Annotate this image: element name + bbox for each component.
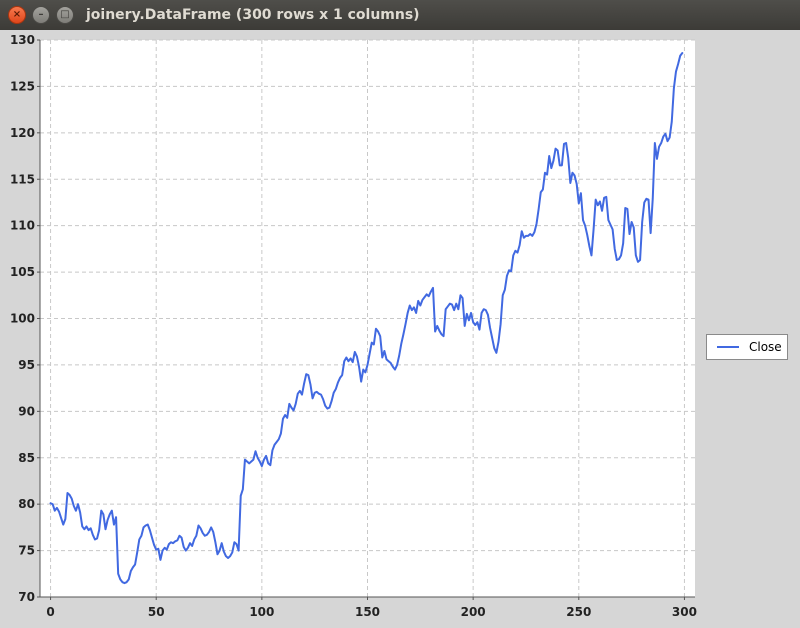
y-tick-label: 70 [18, 590, 35, 604]
y-tick-label: 110 [10, 219, 35, 233]
legend-swatch-close [717, 346, 739, 348]
maximize-icon: □ [60, 9, 70, 20]
y-tick-label: 90 [18, 404, 35, 418]
legend-label-close: Close [749, 340, 782, 354]
x-tick-label: 100 [249, 605, 274, 619]
x-tick-label: 50 [148, 605, 165, 619]
close-window-button[interactable]: × [8, 6, 26, 24]
y-tick-label: 115 [10, 172, 35, 186]
y-tick-label: 105 [10, 265, 35, 279]
y-tick-label: 100 [10, 312, 35, 326]
close-icon: × [12, 9, 22, 20]
minimize-icon: – [38, 9, 44, 20]
x-tick-label: 150 [355, 605, 380, 619]
maximize-window-button[interactable]: □ [56, 6, 74, 24]
y-tick-label: 75 [18, 544, 35, 558]
axis-ticks: 70 75 80 85 90 95 100 105 110 115 120 125 130 0 50 100 1… [10, 33, 697, 619]
x-tick-label: 300 [672, 605, 697, 619]
x-tick-label: 200 [461, 605, 486, 619]
title-bar: × – □ joinery.DataFrame (300 rows x 1 co… [0, 0, 800, 30]
y-tick-label: 85 [18, 451, 35, 465]
window-title: joinery.DataFrame (300 rows x 1 columns) [86, 7, 420, 23]
chart-panel: 70 75 80 85 90 95 100 105 110 115 120 125 130 0 50 100 1… [0, 30, 800, 628]
x-tick-label: 0 [46, 605, 54, 619]
line-chart: 70 75 80 85 90 95 100 105 110 115 120 125 130 0 50 100 1… [10, 33, 697, 619]
y-tick-label: 130 [10, 33, 35, 47]
grid-lines [40, 39, 695, 598]
y-tick-label: 95 [18, 358, 35, 372]
minimize-window-button[interactable]: – [32, 6, 50, 24]
y-tick-label: 125 [10, 79, 35, 93]
y-tick-label: 120 [10, 126, 35, 140]
series-line-close [49, 52, 684, 585]
x-tick-label: 250 [566, 605, 591, 619]
y-tick-label: 80 [18, 497, 35, 511]
legend: Close [706, 334, 788, 360]
series-group [49, 52, 684, 585]
